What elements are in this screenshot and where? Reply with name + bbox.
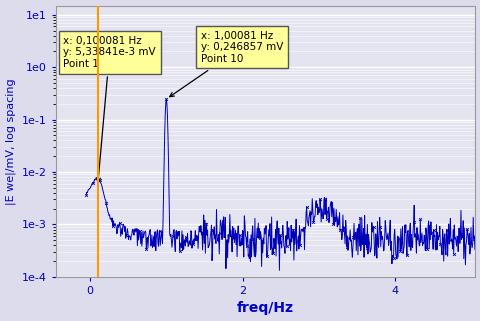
Y-axis label: |E we|/mV, log spacing: |E we|/mV, log spacing	[6, 78, 16, 204]
Text: x: 0,100081 Hz
y: 5,33841e-3 mV
Point 1: x: 0,100081 Hz y: 5,33841e-3 mV Point 1	[63, 36, 156, 182]
Text: x: 1,00081 Hz
y: 0,246857 mV
Point 10: x: 1,00081 Hz y: 0,246857 mV Point 10	[169, 30, 282, 97]
X-axis label: freq/Hz: freq/Hz	[237, 301, 293, 316]
